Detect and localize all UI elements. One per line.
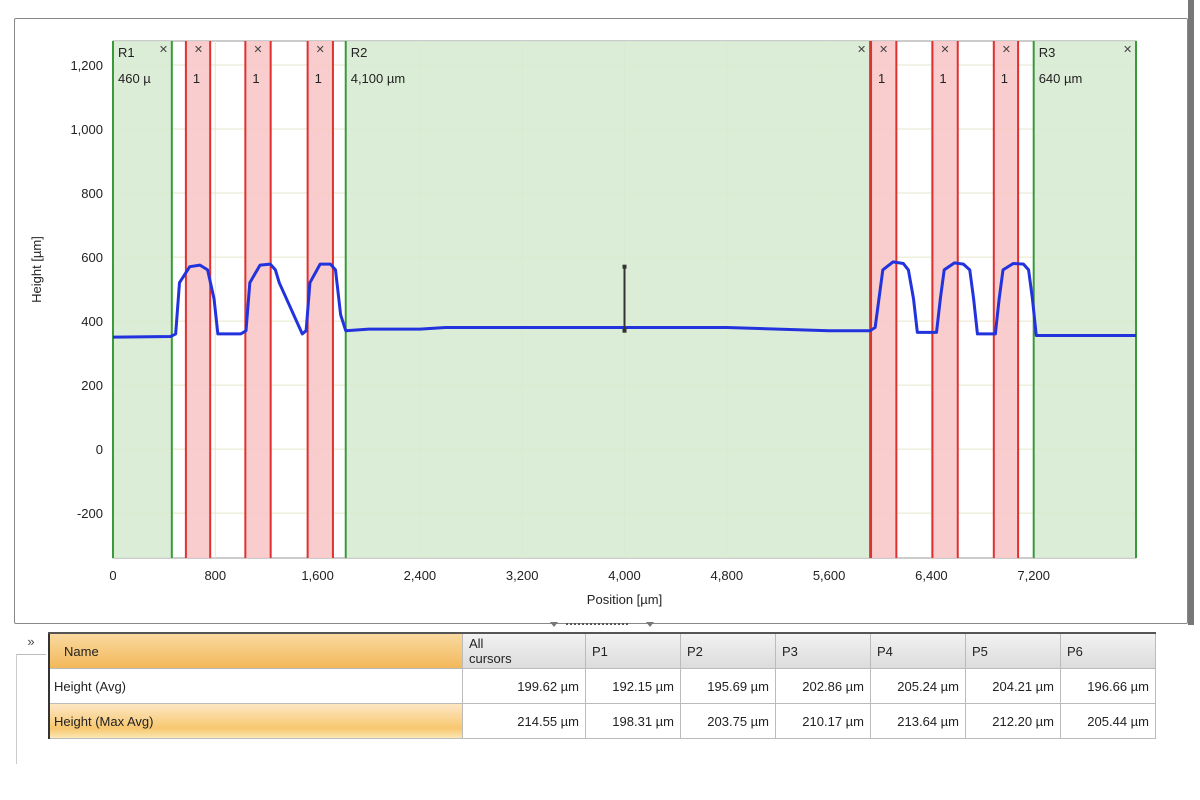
x-tick-label: 1,600	[301, 568, 334, 583]
cell: 212.20 µm	[965, 703, 1061, 739]
x-tick-label: 7,200	[1017, 568, 1050, 583]
y-tick-label: 400	[81, 314, 103, 329]
region-r3	[1033, 41, 1136, 558]
divider	[16, 654, 17, 764]
close-icon: ✕	[194, 44, 203, 56]
x-tick-label: 5,600	[813, 568, 846, 583]
cursor-band	[932, 41, 958, 558]
x-tick-label: 3,200	[506, 568, 539, 583]
cursor-label: 1	[252, 71, 259, 86]
results-table: Name All cursors P1 P2 P3 P4 P5 P6 Heigh…	[48, 632, 1156, 739]
x-axis-label: Position [µm]	[587, 592, 662, 607]
region-name: R2	[351, 45, 368, 60]
chart-panel: 0 800 1,600 2,400 3,200 4,000 4,800 5,600 6,400 7…	[14, 18, 1188, 624]
cursor-band	[185, 41, 211, 558]
cursor-label: 1	[878, 71, 885, 86]
y-tick-label: 600	[81, 250, 103, 265]
column-all-cursors[interactable]: All cursors	[462, 632, 586, 669]
cell: 214.55 µm	[462, 703, 586, 739]
expand-button[interactable]: »	[16, 634, 46, 655]
region-width: 460 µ	[118, 71, 151, 86]
splitter-handle[interactable]	[548, 620, 658, 630]
cell: 202.86 µm	[775, 668, 871, 704]
y-tick-label: 800	[81, 186, 103, 201]
column-name[interactable]: Name	[48, 632, 463, 669]
cursor-band	[871, 41, 897, 558]
marker-handle	[622, 328, 627, 333]
profile-chart: 0 800 1,600 2,400 3,200 4,000 4,800 5,600 6,400 7…	[29, 40, 1137, 607]
x-tick-label: 4,000	[608, 568, 641, 583]
region-name: R3	[1039, 45, 1056, 60]
cell: 205.24 µm	[870, 668, 966, 704]
cell: 205.44 µm	[1060, 703, 1156, 739]
row-name: Height (Avg)	[48, 668, 463, 704]
x-tick-label: 6,400	[915, 568, 948, 583]
cell: 196.66 µm	[1060, 668, 1156, 704]
cursor-label: 1	[939, 71, 946, 86]
marker-handle	[622, 264, 627, 269]
close-icon: ✕	[159, 44, 168, 56]
x-tick-label: 2,400	[404, 568, 437, 583]
cell: 192.15 µm	[585, 668, 681, 704]
cursor-label: 1	[315, 71, 322, 86]
close-icon: ✕	[940, 44, 949, 56]
column-p1[interactable]: P1	[585, 632, 681, 669]
close-icon: ✕	[879, 44, 888, 56]
cursor-label: 1	[1001, 71, 1008, 86]
close-icon: ✕	[1002, 44, 1011, 56]
column-p6[interactable]: P6	[1060, 632, 1156, 669]
region-r1	[113, 41, 172, 558]
column-p5[interactable]: P5	[965, 632, 1061, 669]
close-icon: ✕	[1123, 44, 1132, 56]
region-width: 640 µm	[1039, 71, 1083, 86]
y-tick-label: 0	[96, 442, 103, 457]
x-tick-label: 800	[204, 568, 226, 583]
cell: 195.69 µm	[680, 668, 776, 704]
cell: 213.64 µm	[870, 703, 966, 739]
y-tick-label: 1,000	[70, 122, 103, 137]
x-tick-label: 4,800	[711, 568, 744, 583]
row-name: Height (Max Avg)	[48, 703, 463, 739]
column-p4[interactable]: P4	[870, 632, 966, 669]
y-tick-label: 1,200	[70, 58, 103, 73]
cell: 198.31 µm	[585, 703, 681, 739]
close-icon: ✕	[316, 44, 325, 56]
scrollbar[interactable]	[1188, 0, 1194, 625]
close-icon: ✕	[857, 44, 866, 56]
profile-line	[112, 260, 1136, 339]
cell: 204.21 µm	[965, 668, 1061, 704]
y-tick-label: 200	[81, 378, 103, 393]
cell: 210.17 µm	[775, 703, 871, 739]
table-header: Name All cursors P1 P2 P3 P4 P5 P6	[48, 632, 1156, 669]
cursor-band	[307, 41, 333, 558]
x-tick-label: 0	[109, 568, 116, 583]
column-p2[interactable]: P2	[680, 632, 776, 669]
y-tick-label: -200	[77, 506, 103, 521]
y-axis-label: Height [µm]	[29, 236, 44, 303]
region-r2	[345, 41, 871, 558]
cell: 199.62 µm	[462, 668, 586, 704]
cursor-band	[993, 41, 1019, 558]
cursor-label: 1	[193, 71, 200, 86]
column-p3[interactable]: P3	[775, 632, 871, 669]
region-name: R1	[118, 45, 135, 60]
region-width: 4,100 µm	[351, 71, 405, 86]
cell: 203.75 µm	[680, 703, 776, 739]
table-row[interactable]: Height (Max Avg) 214.55 µm 198.31 µm 203…	[48, 703, 1156, 739]
close-icon: ✕	[253, 44, 262, 56]
table-row[interactable]: Height (Avg) 199.62 µm 192.15 µm 195.69 …	[48, 668, 1156, 704]
